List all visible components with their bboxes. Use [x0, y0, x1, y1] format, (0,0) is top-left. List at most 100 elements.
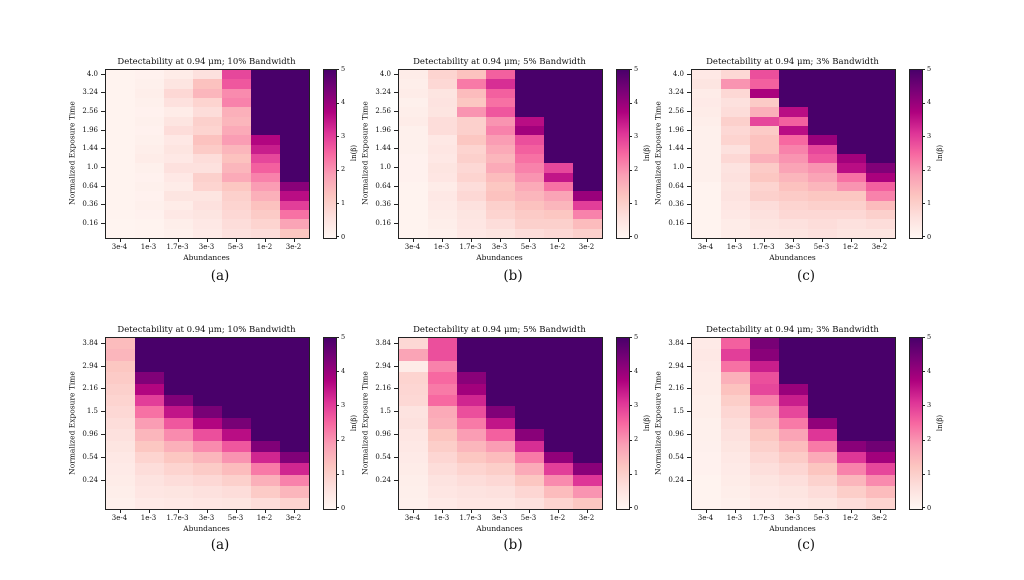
colorbar-tickmark — [922, 136, 925, 138]
heatmap-cell — [251, 228, 280, 238]
heatmap-cell — [866, 338, 895, 350]
heatmap-cell — [193, 172, 222, 182]
x-tickmark — [557, 238, 559, 242]
heatmap-cell — [222, 88, 251, 98]
colorbar-tickmark — [629, 473, 632, 475]
y-tickmark — [687, 365, 691, 367]
x-tick-label-r1-a: 3e-4 — [111, 514, 128, 522]
colorbar-tickmark — [922, 236, 925, 237]
heatmap-cell — [573, 228, 602, 238]
heatmap-cell — [721, 209, 750, 220]
y-tick-label-r0-c: 0.64 — [668, 181, 684, 190]
heatmap-cell — [280, 406, 309, 418]
y-tickmark — [101, 185, 105, 187]
heatmap-cell — [251, 88, 280, 98]
colorbar-tick-label-r1-b: 3 — [634, 400, 639, 409]
x-tickmark — [528, 238, 530, 242]
heatmap-cell — [515, 451, 544, 464]
heatmap-cell — [779, 429, 808, 441]
heatmap-cell — [428, 163, 457, 173]
heatmap-cell — [280, 209, 309, 220]
y-tick-label-r0-c: 1.44 — [668, 144, 684, 153]
heatmap-cell — [222, 406, 251, 418]
heatmap-cell — [573, 163, 602, 173]
heatmap-cell — [428, 191, 457, 201]
heatmap-cell — [428, 107, 457, 117]
y-tick-label-r1-c: 1.5 — [672, 407, 684, 416]
heatmap-cell — [573, 144, 602, 154]
heatmap-cell — [544, 219, 573, 229]
heatmap-cell — [428, 349, 457, 361]
heatmap-cell — [544, 125, 573, 136]
heatmap-cell — [779, 70, 808, 80]
heatmap-cell — [808, 394, 837, 407]
heatmap-cell — [399, 70, 428, 80]
y-tickmark — [394, 342, 398, 344]
heatmap-cell — [750, 163, 779, 173]
heatmap-cell — [251, 417, 280, 430]
heatmap-cell — [573, 429, 602, 441]
heatmap-cell — [106, 497, 135, 509]
x-tick-label-r1-b: 5e-3 — [520, 514, 537, 522]
x-tick-label-r0-b: 3e-2 — [578, 243, 595, 251]
colorbar-tickmark — [336, 405, 339, 407]
y-tickmark — [687, 456, 691, 458]
y-tickmark — [394, 388, 398, 390]
heatmap-cell — [515, 125, 544, 136]
y-tickmark — [394, 148, 398, 150]
heatmap-cell — [251, 153, 280, 164]
heatmap-cell — [750, 135, 779, 145]
colorbar-tick-label-r1-b: 0 — [634, 503, 639, 512]
heatmap-cell — [428, 144, 457, 154]
heatmap-cell — [808, 107, 837, 117]
heatmap-cell — [544, 88, 573, 98]
y-tick-label-r1-a: 2.94 — [82, 361, 98, 370]
heatmap-cell — [135, 417, 164, 430]
heatmap-cell — [135, 228, 164, 238]
heatmap-cell — [544, 200, 573, 210]
y-tick-label-r1-b: 3.84 — [375, 338, 391, 347]
heatmap-cell — [399, 163, 428, 173]
heatmap-cell — [193, 191, 222, 201]
heatmap-cell — [837, 70, 866, 80]
heatmap-cell — [193, 163, 222, 173]
heatmap-cell — [866, 116, 895, 126]
heatmap-cell — [866, 191, 895, 201]
heatmap-cell — [808, 135, 837, 145]
heatmap-cell — [837, 451, 866, 464]
heatmap-cell — [573, 372, 602, 384]
y-tickmark — [687, 204, 691, 206]
x-tickmark — [879, 238, 881, 242]
heatmap-cell — [457, 107, 486, 117]
x-tickmark — [528, 509, 530, 513]
heatmap-cell — [808, 486, 837, 498]
heatmap-cell — [164, 200, 193, 210]
heatmap-cell — [692, 451, 721, 464]
heatmap-cell — [106, 116, 135, 126]
x-tick-label-r1-b: 1e-3 — [433, 514, 450, 522]
x-tick-label-r1-c: 3e-2 — [871, 514, 888, 522]
heatmap-cell — [135, 200, 164, 210]
heatmap-cell — [135, 107, 164, 117]
x-tick-label-r1-b: 3e-3 — [491, 514, 508, 522]
heatmap-cell — [779, 417, 808, 430]
heatmap-cell — [251, 406, 280, 418]
heatmap-cell — [106, 440, 135, 452]
heatmap-cell — [515, 200, 544, 210]
heatmap-cell — [222, 417, 251, 430]
x-tick-label-r0-a: 1e-3 — [140, 243, 157, 251]
heatmap-cell — [515, 209, 544, 220]
heatmap-cell — [457, 209, 486, 220]
heatmap-cell — [779, 191, 808, 201]
heatmap-cell — [428, 372, 457, 384]
y-axis-label-r0-a: Normalized Exposure Time — [67, 101, 77, 205]
heatmap-cell — [573, 383, 602, 395]
heatmap-cell — [193, 181, 222, 192]
y-tickmark — [687, 185, 691, 187]
x-axis-label-r1-c: Abundances — [769, 524, 816, 533]
heatmap-cell — [544, 135, 573, 145]
heatmap-cell — [808, 228, 837, 238]
heatmap-cell — [486, 360, 515, 373]
x-tickmark — [412, 238, 414, 242]
x-tick-label-r0-a: 3e-3 — [198, 243, 215, 251]
